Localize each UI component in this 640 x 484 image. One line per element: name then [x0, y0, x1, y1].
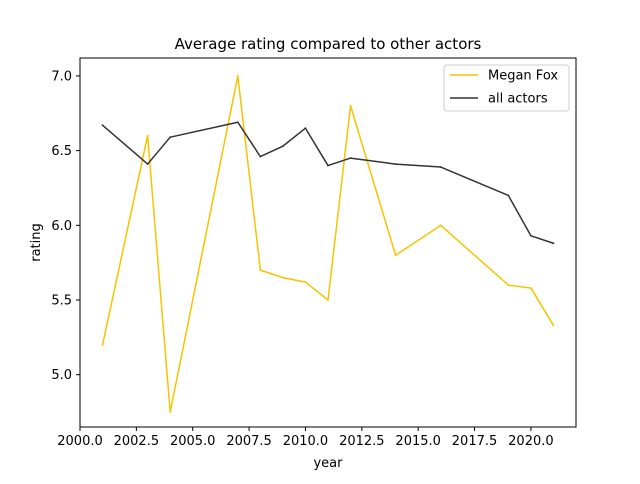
data-point-all-actors	[101, 124, 104, 127]
x-tick-label: 2012.5	[339, 434, 385, 449]
data-point-megan-fox	[349, 104, 352, 107]
data-point-all-actors	[146, 163, 149, 165]
y-tick-label: 6.5	[51, 144, 72, 159]
y-tick-label: 5.5	[51, 294, 72, 309]
data-point-all-actors	[507, 194, 510, 197]
data-point-all-actors	[259, 155, 262, 158]
legend: Megan Fox all actors	[443, 64, 570, 112]
data-point-megan-fox	[259, 269, 262, 272]
data-point-all-actors	[552, 242, 555, 245]
data-point-megan-fox	[304, 281, 307, 283]
x-axis: 2000.0 2002.5 2005.0 2007.5 2010.0 2012.5 2015…	[57, 427, 554, 449]
x-tick-label: 2002.5	[114, 434, 160, 449]
x-tick-label: 2007.5	[226, 434, 272, 449]
data-point-all-actors	[327, 164, 329, 167]
data-point-all-actors	[349, 157, 352, 159]
data-point-megan-fox	[146, 134, 149, 137]
series-line-megan-fox	[101, 75, 555, 413]
data-point-all-actors	[304, 127, 307, 130]
data-point-all-actors	[236, 121, 239, 124]
y-axis: 5.0 5.5 6.0 6.5 7.0	[51, 69, 80, 383]
legend-entry-label: Megan Fox	[488, 69, 558, 84]
data-point-megan-fox	[282, 276, 284, 279]
data-point-all-actors	[282, 145, 284, 148]
y-tick-label: 7.0	[51, 69, 72, 84]
x-tick-label: 2000.0	[57, 434, 103, 449]
data-point-megan-fox	[169, 411, 172, 413]
data-point-megan-fox	[552, 324, 555, 327]
x-tick-label: 2020.0	[508, 434, 554, 449]
data-point-megan-fox	[394, 254, 397, 257]
data-point-megan-fox	[236, 75, 239, 77]
data-point-all-actors	[394, 163, 397, 165]
y-axis-label: rating	[29, 223, 44, 262]
x-tick-label: 2017.5	[452, 434, 498, 449]
data-point-megan-fox	[530, 287, 532, 289]
y-tick-label: 5.0	[51, 368, 72, 383]
data-point-all-actors	[169, 136, 172, 139]
data-point-megan-fox	[327, 299, 329, 301]
x-tick-label: 2015.0	[395, 434, 441, 449]
data-point-megan-fox	[507, 284, 510, 286]
plot-area-frame	[79, 57, 577, 428]
data-point-megan-fox	[439, 224, 442, 227]
series-line-all-actors	[101, 121, 555, 245]
data-point-all-actors	[439, 166, 442, 168]
y-tick-label: 6.0	[51, 219, 72, 234]
x-tick-label: 2005.0	[170, 434, 216, 449]
x-tick-label: 2010.0	[283, 434, 329, 449]
x-axis-label: year	[313, 456, 343, 471]
legend-box	[443, 64, 570, 112]
legend-entry-label: all actors	[488, 92, 548, 107]
chart-title: Average rating compared to other actors	[175, 35, 482, 53]
series-layer	[101, 75, 555, 413]
data-point-megan-fox	[101, 343, 104, 346]
data-point-all-actors	[530, 234, 532, 237]
